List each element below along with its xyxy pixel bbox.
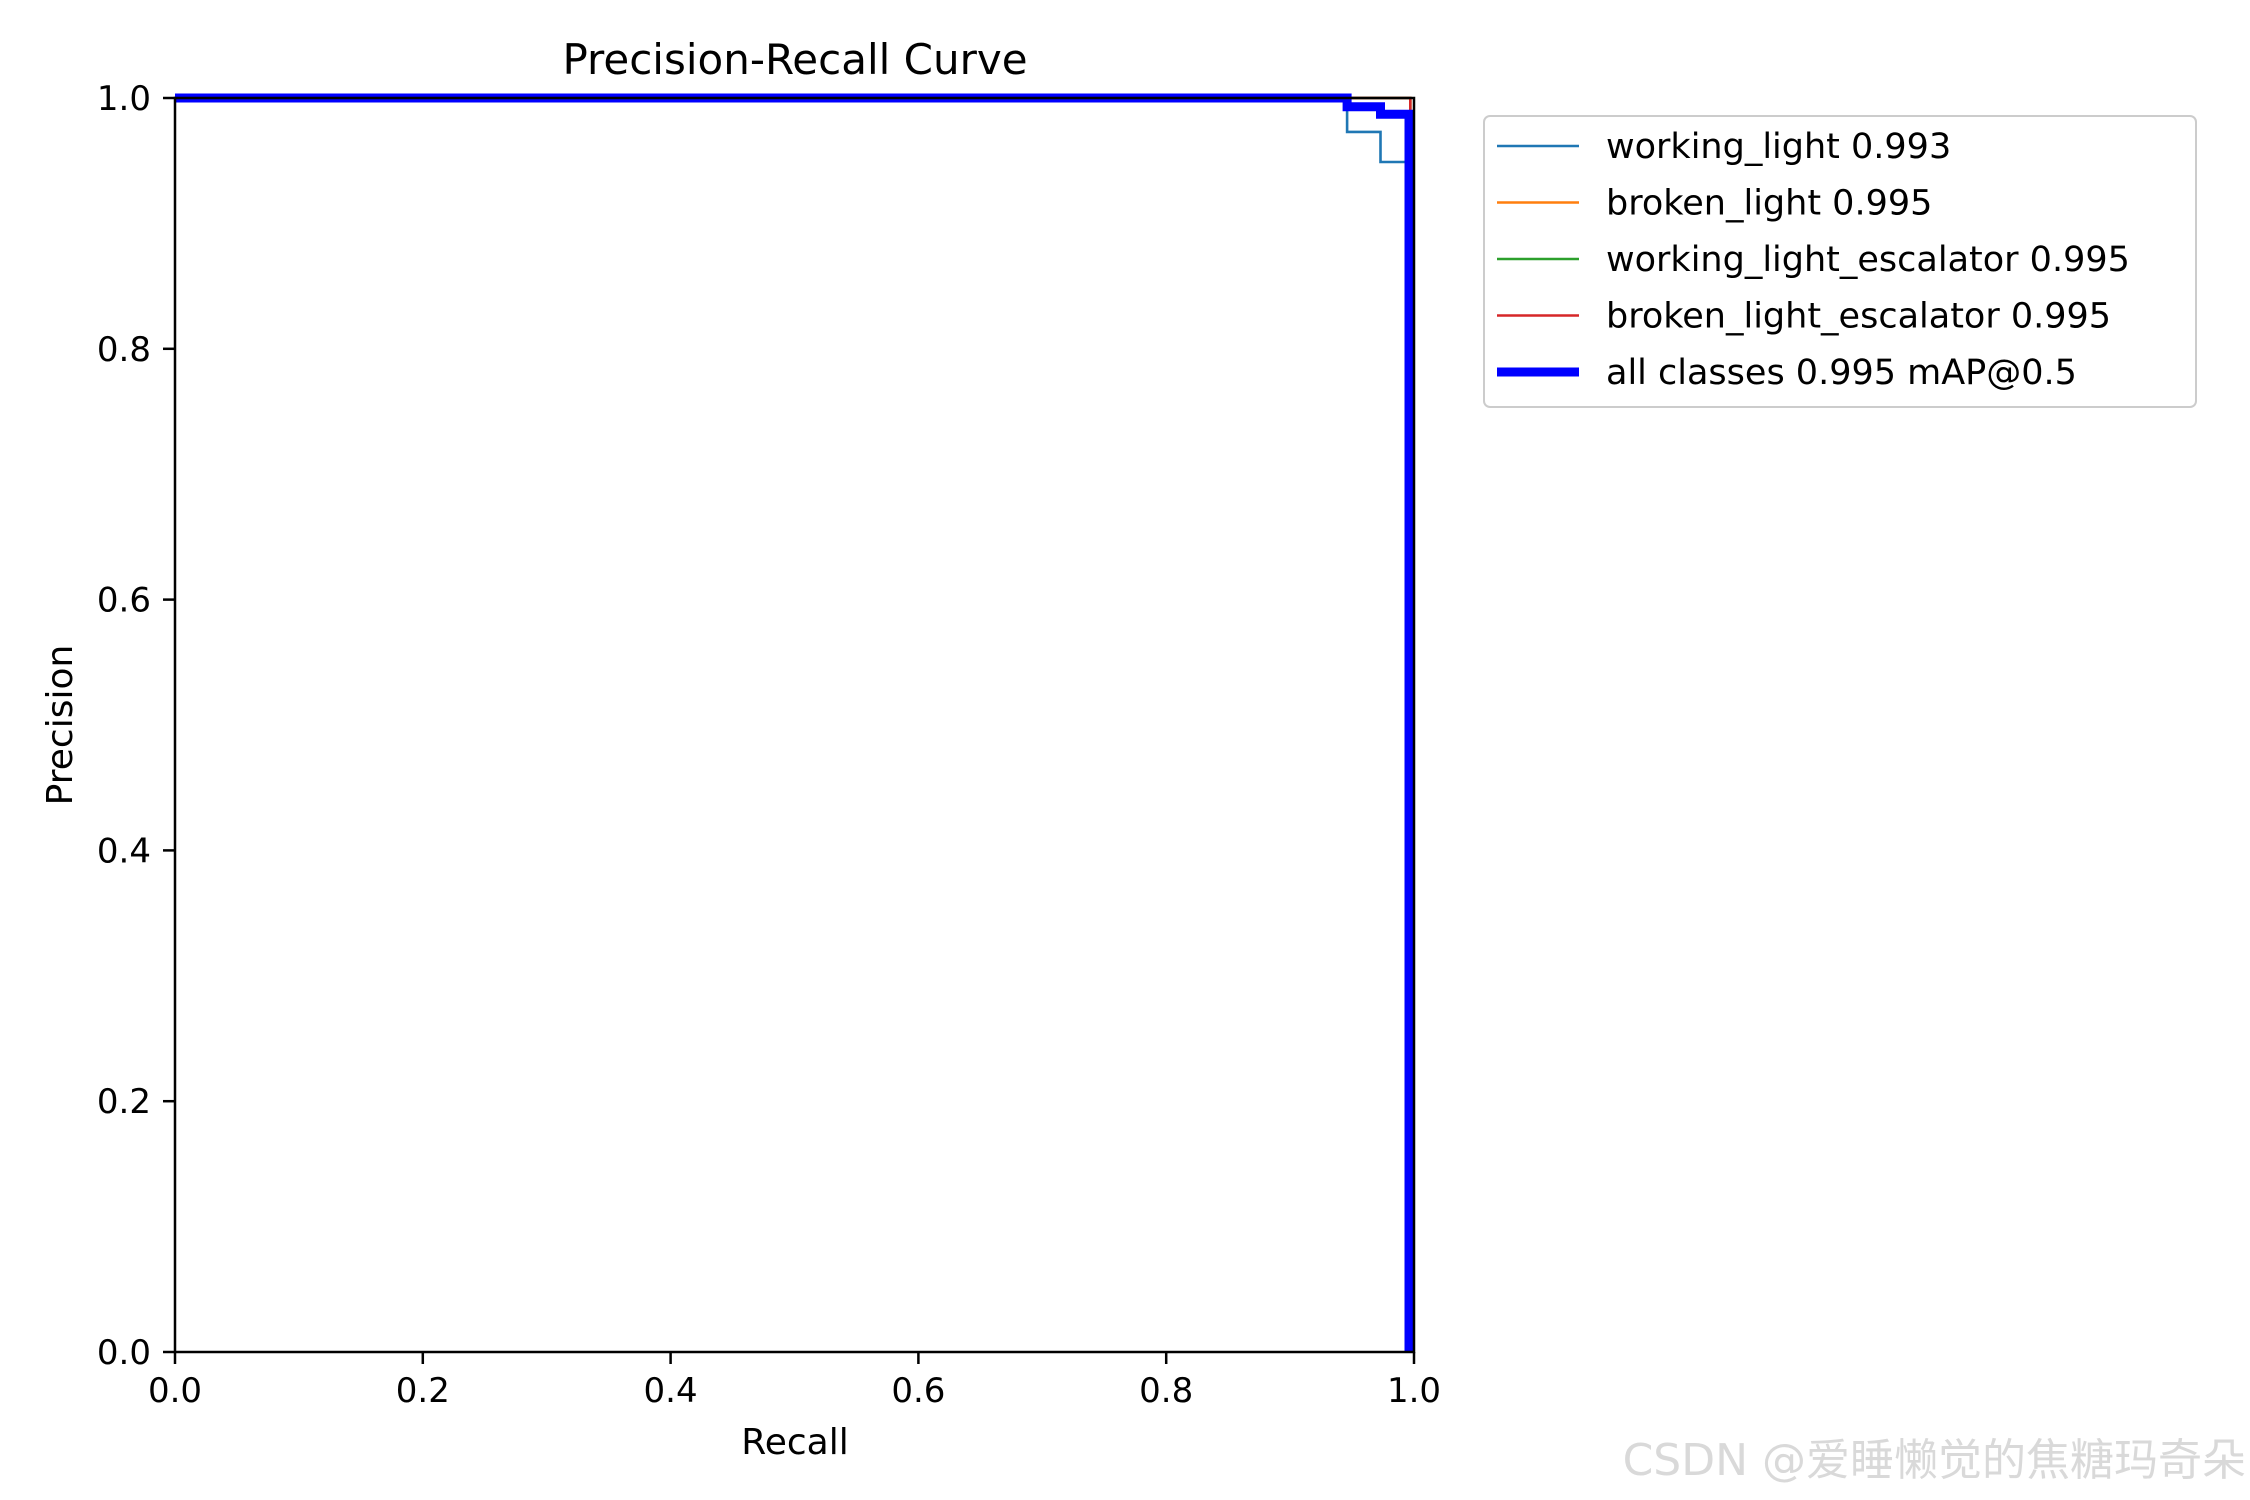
legend-label: working_light_escalator 0.995 xyxy=(1606,240,2130,280)
x-axis-label: Recall xyxy=(741,1422,848,1463)
x-tick-label: 0.0 xyxy=(148,1371,202,1411)
chart-title: Precision-Recall Curve xyxy=(562,35,1027,84)
series-line-2 xyxy=(175,96,1412,1352)
legend: working_light 0.993 broken_light 0.995 wor… xyxy=(1483,115,2197,408)
legend-label: broken_light_escalator 0.995 xyxy=(1606,297,2111,337)
y-tick-label: 1.0 xyxy=(97,79,151,119)
x-tick-label: 0.4 xyxy=(644,1371,698,1411)
plot-frame xyxy=(173,96,1416,1354)
y-tick-label: 0.2 xyxy=(97,1082,151,1122)
series-line-3 xyxy=(175,96,1412,1352)
y-axis-ticks: 0.0 0.2 0.4 0.6 0.8 1.0 xyxy=(97,79,175,1373)
legend-label: broken_light 0.995 xyxy=(1606,184,1932,224)
x-tick-label: 0.8 xyxy=(1139,1371,1193,1411)
legend-label: working_light 0.993 xyxy=(1606,127,1951,167)
y-tick-label: 0.4 xyxy=(97,831,151,871)
series-line-5 xyxy=(175,93,1414,1352)
x-tick-label: 0.2 xyxy=(396,1371,450,1411)
y-tick-label: 0.8 xyxy=(97,330,151,370)
y-axis-label: Precision xyxy=(40,645,81,806)
watermark-text: CSDN @爱睡懒觉的焦糖玛奇朵 xyxy=(1622,1435,2246,1486)
legend-entries: working_light 0.993 broken_light 0.995 wor… xyxy=(1497,127,2130,393)
legend-label: all classes 0.995 mAP@0.5 xyxy=(1606,353,2077,393)
x-axis-ticks: 0.0 0.2 0.4 0.6 0.8 1.0 xyxy=(148,1352,1441,1411)
y-tick-label: 0.6 xyxy=(97,581,151,621)
x-tick-label: 0.6 xyxy=(891,1371,945,1411)
y-tick-label: 0.0 xyxy=(97,1333,151,1373)
series-line-4 xyxy=(175,96,1412,1352)
plot-area xyxy=(175,93,1414,1352)
legend-box xyxy=(1483,115,2197,408)
x-tick-label: 1.0 xyxy=(1387,1371,1441,1411)
series-line-1 xyxy=(175,96,1411,1352)
